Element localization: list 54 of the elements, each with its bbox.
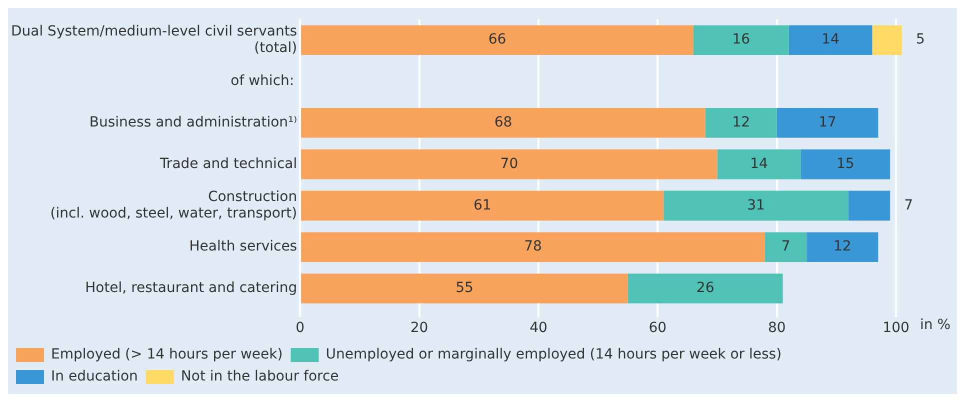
x-tick-label: 80	[768, 320, 786, 336]
bar	[872, 25, 902, 56]
data-label: 66	[488, 32, 506, 48]
bar	[693, 25, 789, 56]
y-tick-label: Business and administration¹⁾	[89, 114, 298, 131]
data-label: 7	[904, 197, 914, 214]
data-label: 61	[473, 197, 492, 214]
data-label: 70	[500, 156, 518, 172]
bar	[848, 190, 890, 221]
x-tick-label: 60	[648, 320, 667, 336]
data-label: 17	[818, 114, 836, 131]
data-label: 12	[732, 114, 750, 131]
data-label: 5	[916, 32, 925, 48]
legend-label: Unemployed or marginally employed (14 hours per week or less)	[326, 346, 782, 363]
data-label: 7	[781, 238, 790, 255]
data-label: 14	[822, 32, 840, 48]
bar	[628, 274, 783, 304]
bar	[301, 25, 694, 56]
bar	[764, 232, 807, 262]
y-tick-label: Health services	[189, 238, 298, 255]
legend-label: Not in the labour force	[180, 368, 339, 385]
bar	[301, 274, 628, 304]
y-tick-label: Hotel, restaurant and catering	[85, 280, 298, 296]
bar	[776, 108, 878, 138]
x-tick-label: 100	[882, 320, 910, 336]
legend-label: Employed (> 14 hours per week)	[51, 346, 283, 363]
data-label: 26	[696, 280, 714, 296]
x-tick-label: 40	[530, 320, 548, 336]
data-label: 16	[732, 32, 750, 48]
bar	[717, 149, 801, 180]
bar	[301, 108, 706, 138]
bar	[301, 190, 664, 221]
bar	[800, 149, 890, 180]
data-label: 31	[747, 197, 765, 214]
data-label: 12	[833, 238, 852, 255]
legend-label: In education	[51, 368, 138, 385]
data-label: 15	[836, 156, 854, 172]
text: of which:	[230, 73, 294, 90]
x-tick-label: 0	[296, 320, 305, 336]
data-label: 14	[750, 156, 768, 172]
bar	[705, 108, 777, 138]
x-tick-label: 20	[410, 320, 428, 336]
data-label: 68	[494, 114, 512, 131]
data-label: 78	[524, 238, 542, 255]
bar	[301, 149, 718, 180]
y-tick-label: Construction (incl. wood, steel, water, transport)	[50, 188, 298, 222]
bar	[664, 190, 848, 221]
y-tick-label: Dual System/medium-level civil servants (total)	[10, 23, 298, 56]
bar	[806, 232, 878, 262]
bar	[301, 232, 765, 262]
bar	[788, 25, 872, 56]
y-tick-label: Trade and technical	[158, 156, 298, 172]
x-axis-title: in %	[920, 316, 951, 333]
data-label: 55	[456, 280, 474, 296]
